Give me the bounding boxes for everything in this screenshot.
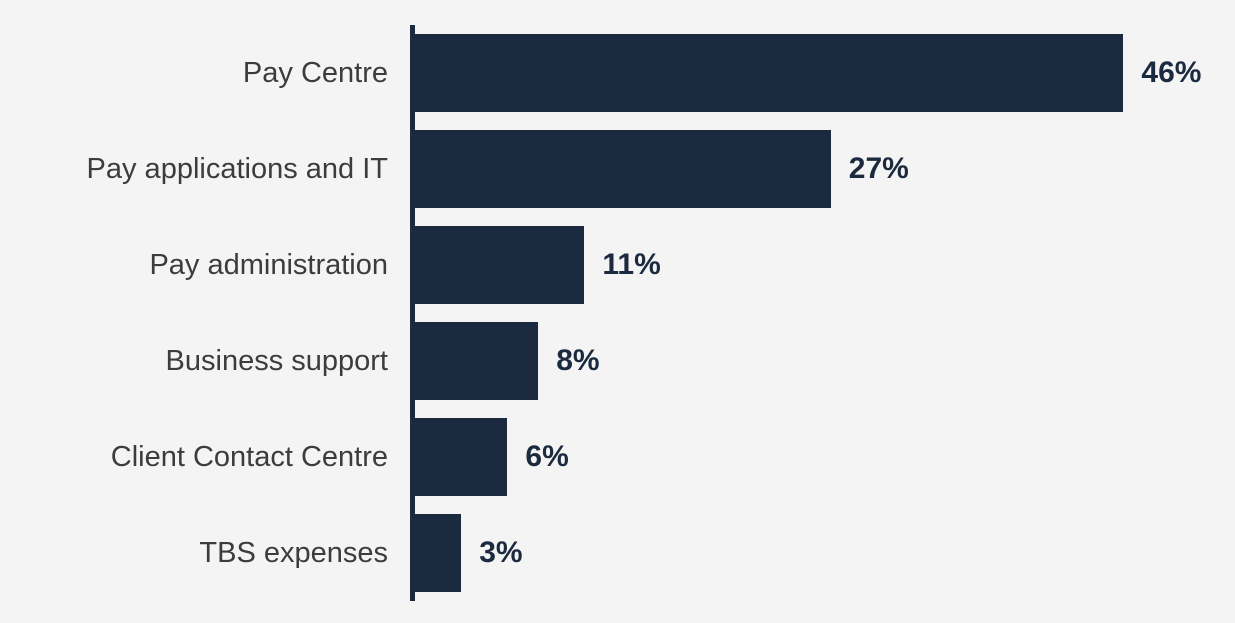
value-label: 8%: [556, 344, 600, 377]
bar-row: Pay applications and IT 27%: [0, 121, 1235, 217]
bar-row: Pay administration 11%: [0, 217, 1235, 313]
value-label: 46%: [1141, 56, 1202, 89]
bar: [415, 130, 831, 208]
axis-line: 46%: [410, 25, 1235, 121]
category-label: Business support: [165, 344, 388, 377]
bar: [415, 226, 585, 304]
axis-line: 8%: [410, 313, 1235, 409]
category-label: TBS expenses: [199, 536, 388, 569]
bar: [415, 322, 539, 400]
axis-line: 27%: [410, 121, 1235, 217]
bar: [415, 514, 462, 592]
bar: [415, 34, 1124, 112]
value-label: 3%: [479, 536, 523, 569]
bar-row: TBS expenses 3%: [0, 505, 1235, 601]
category-label: Client Contact Centre: [110, 440, 388, 473]
value-label: 6%: [525, 440, 569, 473]
bar-row: Pay Centre 46%: [0, 25, 1235, 121]
value-label: 27%: [848, 152, 909, 185]
axis-line: 11%: [410, 217, 1235, 313]
bar-row: Business support 8%: [0, 313, 1235, 409]
axis-line: 6%: [410, 409, 1235, 505]
bar: [415, 418, 508, 496]
bar-row: Client Contact Centre 6%: [0, 409, 1235, 505]
category-label: Pay applications and IT: [86, 152, 388, 185]
axis-line: 3%: [410, 505, 1235, 601]
category-label: Pay Centre: [242, 56, 388, 89]
value-label: 11%: [602, 248, 661, 281]
category-label: Pay administration: [149, 248, 388, 281]
